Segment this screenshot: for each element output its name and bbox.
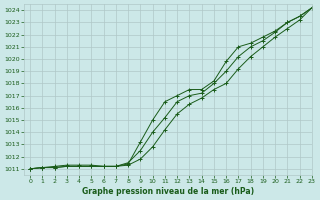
- X-axis label: Graphe pression niveau de la mer (hPa): Graphe pression niveau de la mer (hPa): [82, 187, 254, 196]
